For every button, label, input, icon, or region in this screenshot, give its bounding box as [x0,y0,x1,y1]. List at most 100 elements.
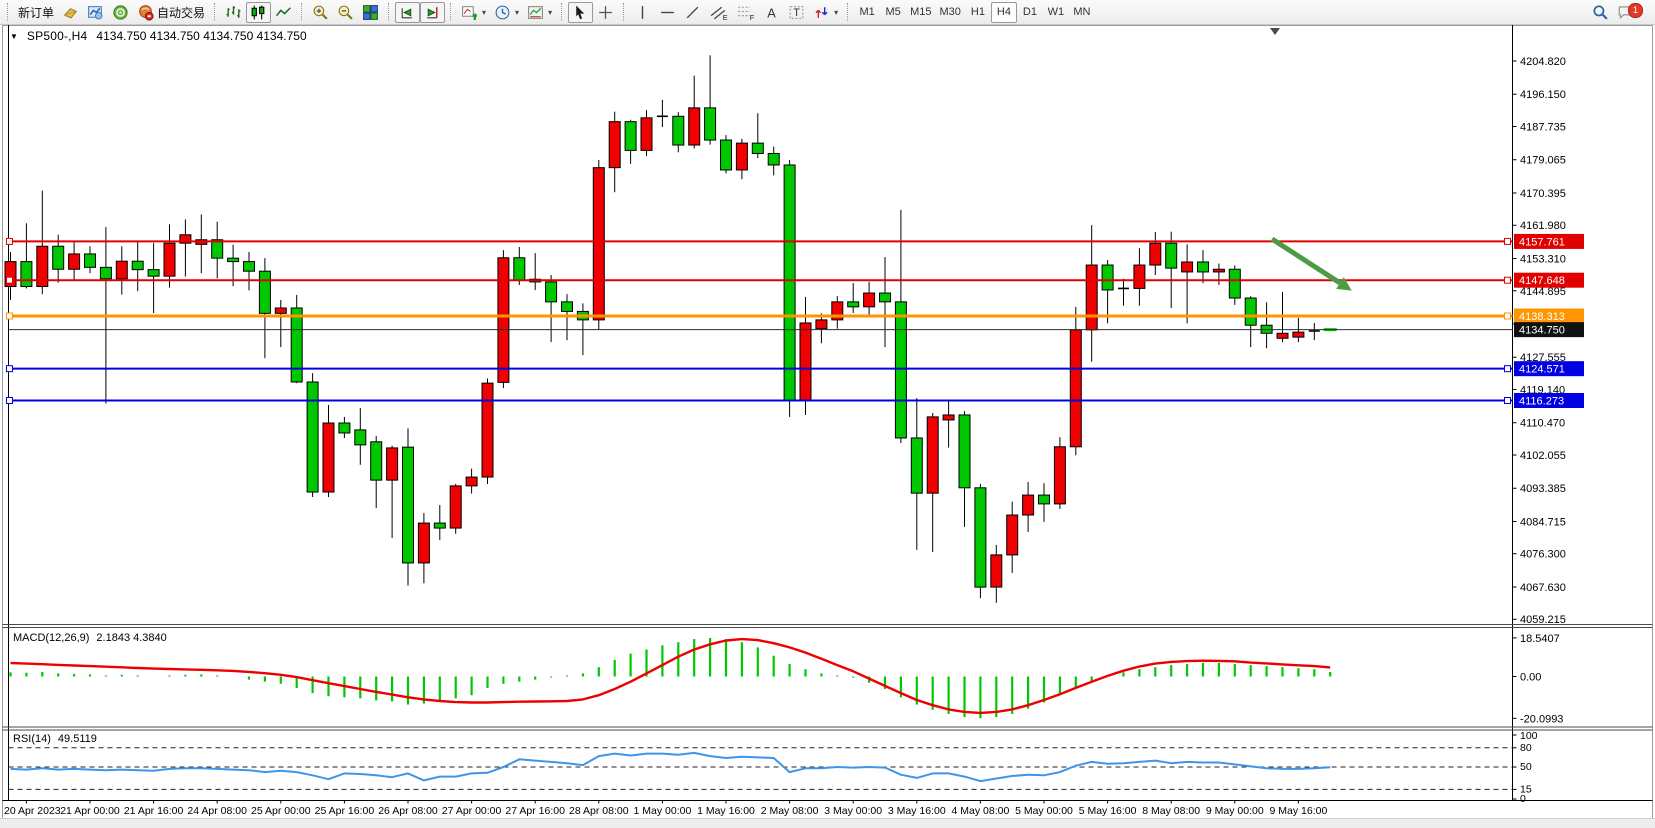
timeframe-m15-button[interactable]: M15 [906,2,935,23]
time-axis-label: 26 Apr 08:00 [378,805,438,817]
line-handle[interactable] [1504,312,1511,320]
line-handle[interactable] [6,396,13,404]
trend-arrow-annotation[interactable] [1270,236,1342,286]
cursor-tool-button[interactable] [568,1,594,23]
gold-ingot-button[interactable] [58,2,83,23]
candle-body [274,307,287,314]
timeframe-h1-button[interactable]: H1 [965,2,991,23]
zoom-out-button[interactable] [333,2,358,23]
notification-badge[interactable]: 1 [1628,2,1643,18]
notifications: 1 [1613,2,1643,23]
fibonacci-tool-button[interactable]: F [732,2,759,23]
chart-dropdown-icon[interactable]: ▼ [10,31,18,41]
timeframe-m1-button[interactable]: M1 [854,2,880,23]
autotrade-button[interactable]: 自动交易 [133,2,209,23]
vertical-line-tool-button[interactable] [630,2,655,23]
add-indicator-button[interactable]: ▾ [457,2,490,23]
line-handle[interactable] [6,365,13,373]
text-label-tool-button[interactable]: T [784,2,809,23]
candle-body [799,322,812,401]
price-axis-label: 4144.895 [1520,286,1566,298]
candle-body [561,301,573,312]
candle-body [4,261,17,288]
channel-tool-button[interactable]: E [705,2,732,23]
rsi-name: RSI(14) [13,733,51,745]
trend-arrow-head[interactable] [1336,277,1352,291]
time-axis-label: 5 May 00:00 [1015,805,1073,817]
trendline-tool-button[interactable] [680,2,705,23]
crosshair-tool-button[interactable] [593,2,618,23]
timeframe-m30-button[interactable]: M30 [936,2,965,23]
line-chart-icon [276,6,291,16]
line-handle[interactable] [6,312,13,320]
periods-button[interactable]: ▾ [490,2,523,23]
time-axis-label: 1 May 00:00 [634,805,692,817]
line-handle[interactable] [1504,276,1511,284]
tile-windows-button[interactable] [358,2,383,23]
line-handle[interactable] [1504,396,1511,404]
line-handle[interactable] [6,276,13,284]
timeframe-w1-button[interactable]: W1 [1043,2,1069,23]
horizontal-line-icon [661,11,674,13]
line-handle[interactable] [6,237,13,245]
time-axis-label: 2 May 08:00 [761,805,819,817]
candle-body [1181,261,1194,273]
time-axis-label: 25 Apr 00:00 [251,805,311,817]
line-handle[interactable] [1504,237,1511,245]
rsi-value: 49.5119 [57,733,97,745]
text-tool-button[interactable]: A [759,2,784,23]
candle-body [258,270,271,314]
price-axis-label: 4093.385 [1520,483,1566,495]
candle-body [1244,297,1257,326]
line-chart-button[interactable] [271,2,296,23]
candle-body [338,422,351,434]
chart-title-bar: ▼ SP500-,H4 4134.750 4134.750 4134.750 4… [10,29,307,43]
chart-shift-button[interactable] [420,1,446,23]
horizontal-line-tool-button[interactable] [655,2,680,23]
community-button[interactable] [108,2,133,23]
candlestick-chart-icon [251,5,265,19]
timeframe-mn-button[interactable]: MN [1069,2,1095,23]
timeframe-h4-button[interactable]: H4 [990,1,1017,23]
time-axis-label: 3 May 16:00 [888,805,946,817]
time-axis-label: 24 Apr 08:00 [187,805,247,817]
candlestick-chart-button[interactable] [246,1,272,23]
arrows-tool-button[interactable]: ▾ [809,2,842,23]
gold-ingot-icon [63,7,78,18]
data-window-button[interactable] [83,2,108,23]
candle-body [243,261,255,272]
macd-axis-label: -20.0993 [1520,713,1563,725]
price-badge-label: 4157.761 [1519,236,1565,248]
bar-chart-button[interactable] [221,2,246,23]
fibonacci-icon: F [738,6,755,21]
price-axis-label: 4084.715 [1520,516,1566,528]
zoom-in-button[interactable] [308,2,333,23]
search-button[interactable] [1588,2,1613,23]
toolbar-separator [450,3,452,21]
price-axis-label: 4067.630 [1520,582,1566,594]
vertical-line-icon [641,5,644,19]
candle-body [879,292,891,303]
candle-body [99,266,112,280]
timeframe-m5-button[interactable]: M5 [880,2,906,23]
macd-signal-line [10,637,1331,715]
templates-button[interactable]: ▾ [523,2,556,23]
price-badge-label: 4138.313 [1519,311,1565,323]
toolbar-grip[interactable] [7,3,9,21]
macd-label: MACD(12,26,9) 2.1843 4.3840 [13,632,167,644]
timeframe-d1-button[interactable]: D1 [1017,2,1043,23]
auto-scroll-button[interactable] [395,1,421,23]
candle-body [926,416,939,494]
svg-text:E: E [723,12,728,20]
bar-chart-icon [226,5,241,18]
chart-ohlc-values: 4134.750 4134.750 4134.750 4134.750 [96,29,307,43]
candle-body [672,115,685,146]
price-axis-label: 4076.300 [1520,549,1566,561]
crosshair-icon [599,5,612,19]
line-handle[interactable] [1504,365,1511,373]
candle-body [1292,331,1305,338]
new-order-button[interactable]: 新订单 [14,2,58,23]
chart-shift-marker-icon[interactable] [1270,28,1280,35]
price-axis-label: 4102.055 [1520,450,1566,462]
